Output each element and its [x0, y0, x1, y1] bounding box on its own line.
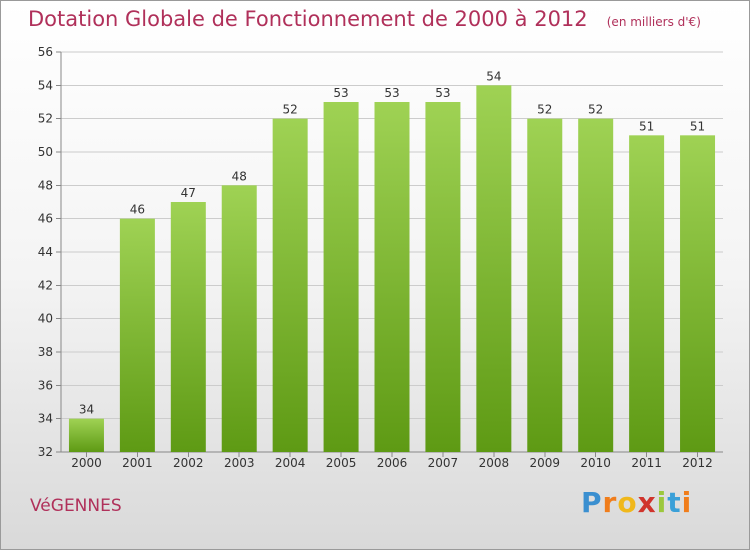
x-tick-label: 2003	[224, 456, 255, 470]
bar-value-label: 46	[130, 203, 145, 217]
x-tick-label: 2007	[428, 456, 459, 470]
proxiti-logo: Proxiti	[581, 486, 692, 519]
y-tick-label: 34	[38, 412, 53, 426]
bar	[119, 218, 155, 452]
chart-subtitle: (en milliers d'€)	[606, 15, 701, 29]
logo-letter: t	[667, 486, 682, 519]
bar	[272, 118, 308, 453]
bar-value-label: 52	[283, 103, 298, 117]
x-tick-label: 2008	[479, 456, 510, 470]
bar-value-label: 51	[690, 119, 705, 133]
x-tick-label: 2002	[173, 456, 204, 470]
bar-value-label: 52	[588, 103, 603, 117]
bar-value-label: 47	[181, 186, 196, 200]
logo-letter: i	[656, 486, 668, 519]
logo-letter: P	[581, 486, 603, 519]
bar-value-label: 48	[232, 169, 247, 183]
logo-letter: x	[637, 486, 657, 519]
y-tick-label: 42	[38, 278, 53, 292]
bar	[68, 418, 104, 452]
bar-value-label: 52	[537, 103, 552, 117]
x-tick-label: 2004	[275, 456, 306, 470]
x-tick-label: 2006	[377, 456, 408, 470]
logo-letter: i	[681, 486, 693, 519]
y-tick-label: 40	[38, 312, 53, 326]
y-tick-label: 44	[38, 245, 53, 259]
y-tick-label: 36	[38, 378, 53, 392]
x-tick-label: 2010	[580, 456, 611, 470]
bar	[170, 202, 206, 452]
bar	[578, 118, 614, 453]
logo-letter: r	[602, 486, 618, 519]
bar	[476, 85, 512, 452]
y-tick-label: 38	[38, 345, 53, 359]
city-name: VéGENNES	[30, 496, 122, 516]
chart-title-block: Dotation Globale de Fonctionnement de 20…	[28, 7, 701, 31]
bar-value-label: 54	[486, 69, 501, 83]
x-tick-label: 2001	[122, 456, 153, 470]
y-tick-label: 50	[38, 145, 53, 159]
bar	[527, 118, 563, 453]
bar-value-label: 34	[79, 403, 94, 417]
y-tick-label: 46	[38, 212, 53, 226]
x-tick-label: 2012	[682, 456, 713, 470]
x-tick-label: 2000	[71, 456, 102, 470]
bar-value-label: 53	[333, 86, 348, 100]
chart-title: Dotation Globale de Fonctionnement de 20…	[28, 7, 588, 31]
y-tick-label: 32	[38, 445, 53, 459]
bar	[374, 102, 410, 452]
x-tick-label: 2009	[529, 456, 560, 470]
bar	[680, 135, 716, 453]
x-tick-label: 2011	[631, 456, 662, 470]
y-tick-label: 54	[38, 78, 53, 92]
bar-value-label: 53	[384, 86, 399, 100]
bar	[221, 185, 257, 453]
y-tick-label: 56	[38, 45, 53, 59]
bar	[323, 102, 359, 452]
bar-value-label: 51	[639, 119, 654, 133]
y-tick-label: 52	[38, 112, 53, 126]
bar-value-label: 53	[435, 86, 450, 100]
bar	[425, 102, 461, 452]
bar	[629, 135, 665, 453]
x-tick-label: 2005	[326, 456, 357, 470]
y-tick-label: 48	[38, 178, 53, 192]
logo-letter: o	[617, 486, 638, 519]
